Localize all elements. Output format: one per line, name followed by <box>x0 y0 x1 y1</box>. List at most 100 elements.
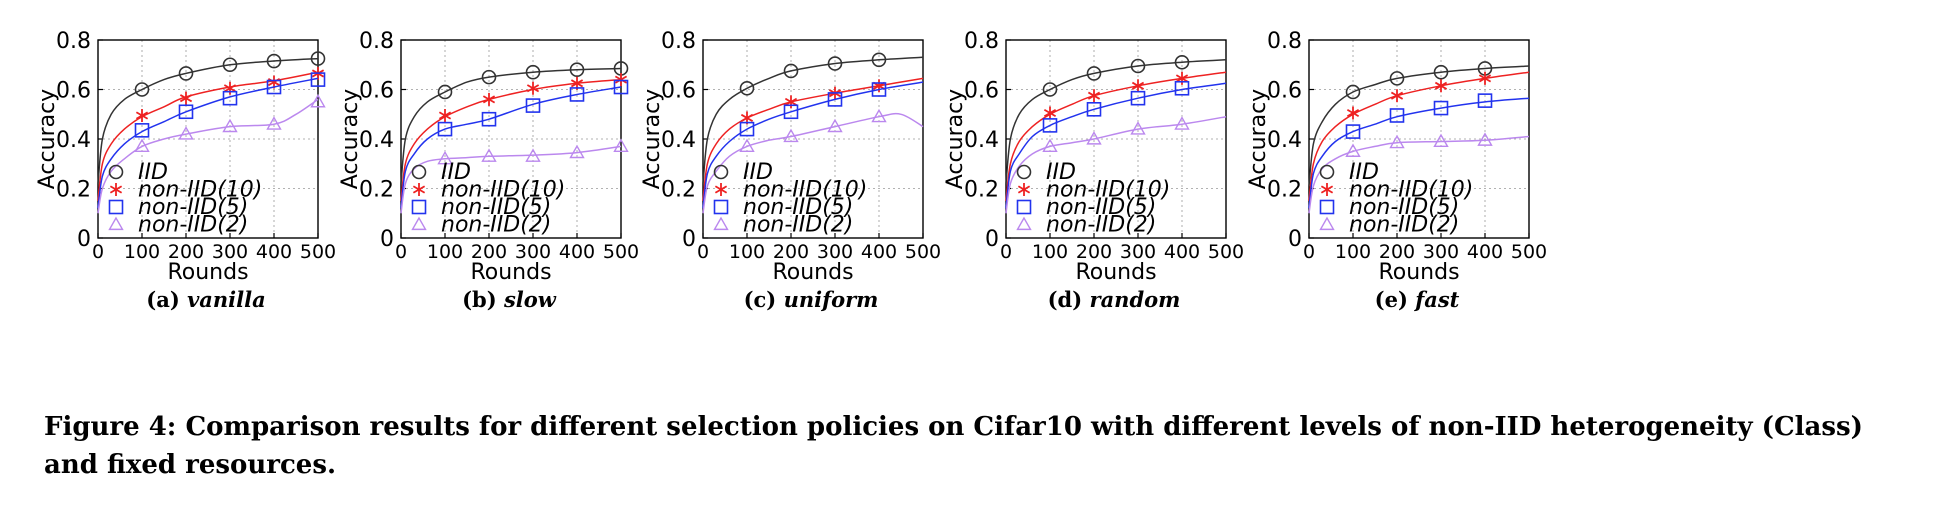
data-point-non-IID(10) <box>1346 106 1360 120</box>
subcaption-title: slow <box>503 287 557 312</box>
data-point-IID <box>525 64 541 80</box>
legend-marker-non-IID(5) <box>1319 199 1335 215</box>
data-point-non-IID(5) <box>1389 108 1405 123</box>
y-tick-label: 0.4 <box>964 128 999 153</box>
legend-label: non-IID(10) <box>1046 178 1170 203</box>
legend-marker-IID <box>713 164 729 180</box>
y-tick-label: 0.6 <box>661 79 696 104</box>
x-tick-label: 100 <box>729 241 765 263</box>
subcaption-label: (c) <box>744 287 784 312</box>
data-point-non-IID(2) <box>1477 132 1493 146</box>
data-point-non-IID(5) <box>1130 90 1146 106</box>
x-tick-label: 200 <box>773 241 809 263</box>
legend-marker-IID <box>1016 164 1032 180</box>
subcaption-title: random <box>1090 287 1181 312</box>
chart-panel-c: 0 0.2 0.4 0.6 0.8 0 100 200 300 400 500 Rounds Accur… <box>640 29 941 312</box>
data-point-non-IID(2) <box>525 148 541 162</box>
x-tick-label: 300 <box>1120 241 1156 263</box>
legend-marker-non-IID(2) <box>1319 216 1335 231</box>
data-point-non-IID(10) <box>1478 71 1492 85</box>
x-tick-label: 400 <box>1164 241 1200 263</box>
data-point-non-IID(10) <box>1131 79 1145 93</box>
subcaption: (a) vanilla <box>146 287 265 312</box>
data-point-IID <box>827 56 843 71</box>
data-point-non-IID(5) <box>178 104 194 120</box>
data-point-non-IID(2) <box>222 118 238 133</box>
x-tick-label: 100 <box>124 241 160 263</box>
series-line-non-IID(5) <box>702 81 924 209</box>
data-point-non-IID(5) <box>525 98 541 113</box>
data-point-non-IID(2) <box>783 128 799 143</box>
x-tick-label: 500 <box>1511 241 1547 263</box>
data-point-non-IID(10) <box>526 81 540 95</box>
y-tick-label: 0 <box>985 227 999 252</box>
y-tick-label: 0.4 <box>661 128 696 153</box>
data-point-IID <box>310 51 326 66</box>
y-tick-label: 0.2 <box>1267 178 1302 203</box>
data-point-non-IID(10) <box>614 73 628 87</box>
y-tick-label: 0.6 <box>359 79 394 104</box>
data-point-IID <box>1174 54 1190 70</box>
chart-panel-e: 0 0.2 0.4 0.6 0.8 0 100 200 300 400 500 Rounds Accur… <box>1246 29 1547 312</box>
y-tick-label: 0.2 <box>661 178 696 203</box>
y-tick-label: 0.8 <box>1267 29 1302 54</box>
x-tick-label: 500 <box>905 241 941 263</box>
subcaption-title: uniform <box>784 287 879 312</box>
data-point-non-IID(2) <box>1433 133 1449 148</box>
data-point-non-IID(10) <box>1087 89 1101 103</box>
legend-marker-non-IID(10) <box>1320 183 1334 196</box>
figure-charts: 0 0.2 0.4 0.6 0.8 0 100 200 300 400 500 Rounds Accur… <box>35 29 1547 312</box>
series-line-non-IID(10) <box>702 77 924 201</box>
data-point-non-IID(10) <box>438 108 452 122</box>
data-point-non-IID(10) <box>1043 106 1057 120</box>
data-point-non-IID(2) <box>1130 121 1146 135</box>
subcaption-label: (a) <box>146 287 187 312</box>
data-point-non-IID(5) <box>827 92 843 107</box>
data-point-IID <box>1345 84 1361 100</box>
data-point-non-IID(5) <box>1086 102 1102 117</box>
series-line-non-IID(2) <box>1005 115 1227 214</box>
y-tick-label: 0.2 <box>56 178 91 203</box>
y-tick-label: 0.8 <box>56 29 91 54</box>
x-tick-label: 200 <box>1379 241 1415 263</box>
y-tick-label: 0 <box>1288 227 1302 252</box>
data-point-non-IID(10) <box>1390 89 1404 103</box>
data-point-non-IID(10) <box>482 92 496 106</box>
data-point-non-IID(2) <box>739 138 755 153</box>
y-tick-label: 0.4 <box>56 128 91 153</box>
x-tick-label: 0 <box>1303 241 1315 263</box>
x-tick-label: 500 <box>300 241 336 263</box>
legend-marker-IID <box>411 164 427 180</box>
x-tick-label: 0 <box>395 241 407 263</box>
y-axis-label: Accuracy <box>1246 89 1271 189</box>
x-tick-label: 200 <box>168 241 204 263</box>
x-axis-label: Rounds <box>772 260 853 285</box>
data-point-IID <box>1389 71 1405 86</box>
series-line-IID <box>1005 59 1227 184</box>
legend-marker-non-IID(10) <box>109 183 123 196</box>
data-point-non-IID(5) <box>1433 100 1449 116</box>
data-point-non-IID(5) <box>739 121 755 137</box>
data-point-non-IID(5) <box>569 87 585 102</box>
data-point-non-IID(10) <box>179 91 193 105</box>
data-point-non-IID(5) <box>1477 93 1493 108</box>
x-axis-label: Rounds <box>470 260 551 285</box>
series-line-non-IID(2) <box>400 145 622 214</box>
data-point-IID <box>739 80 755 96</box>
data-point-IID <box>1130 58 1146 74</box>
data-point-IID <box>481 69 497 85</box>
legend-marker-non-IID(2) <box>713 216 729 231</box>
subcaption: (d) random <box>1048 287 1181 312</box>
data-point-non-IID(2) <box>310 93 326 108</box>
y-tick-label: 0.6 <box>964 79 999 104</box>
y-tick-label: 0 <box>77 227 91 252</box>
subcaption-label: (e) <box>1375 287 1416 312</box>
legend-label: IID <box>1046 160 1076 185</box>
data-point-non-IID(5) <box>266 79 282 95</box>
y-tick-label: 0.2 <box>964 178 999 203</box>
legend-label: non-IID(5) <box>1349 195 1459 220</box>
data-point-non-IID(5) <box>871 82 887 97</box>
legend-marker-non-IID(2) <box>1016 216 1032 231</box>
x-tick-label: 300 <box>212 241 248 263</box>
y-tick-label: 0.4 <box>1267 128 1302 153</box>
